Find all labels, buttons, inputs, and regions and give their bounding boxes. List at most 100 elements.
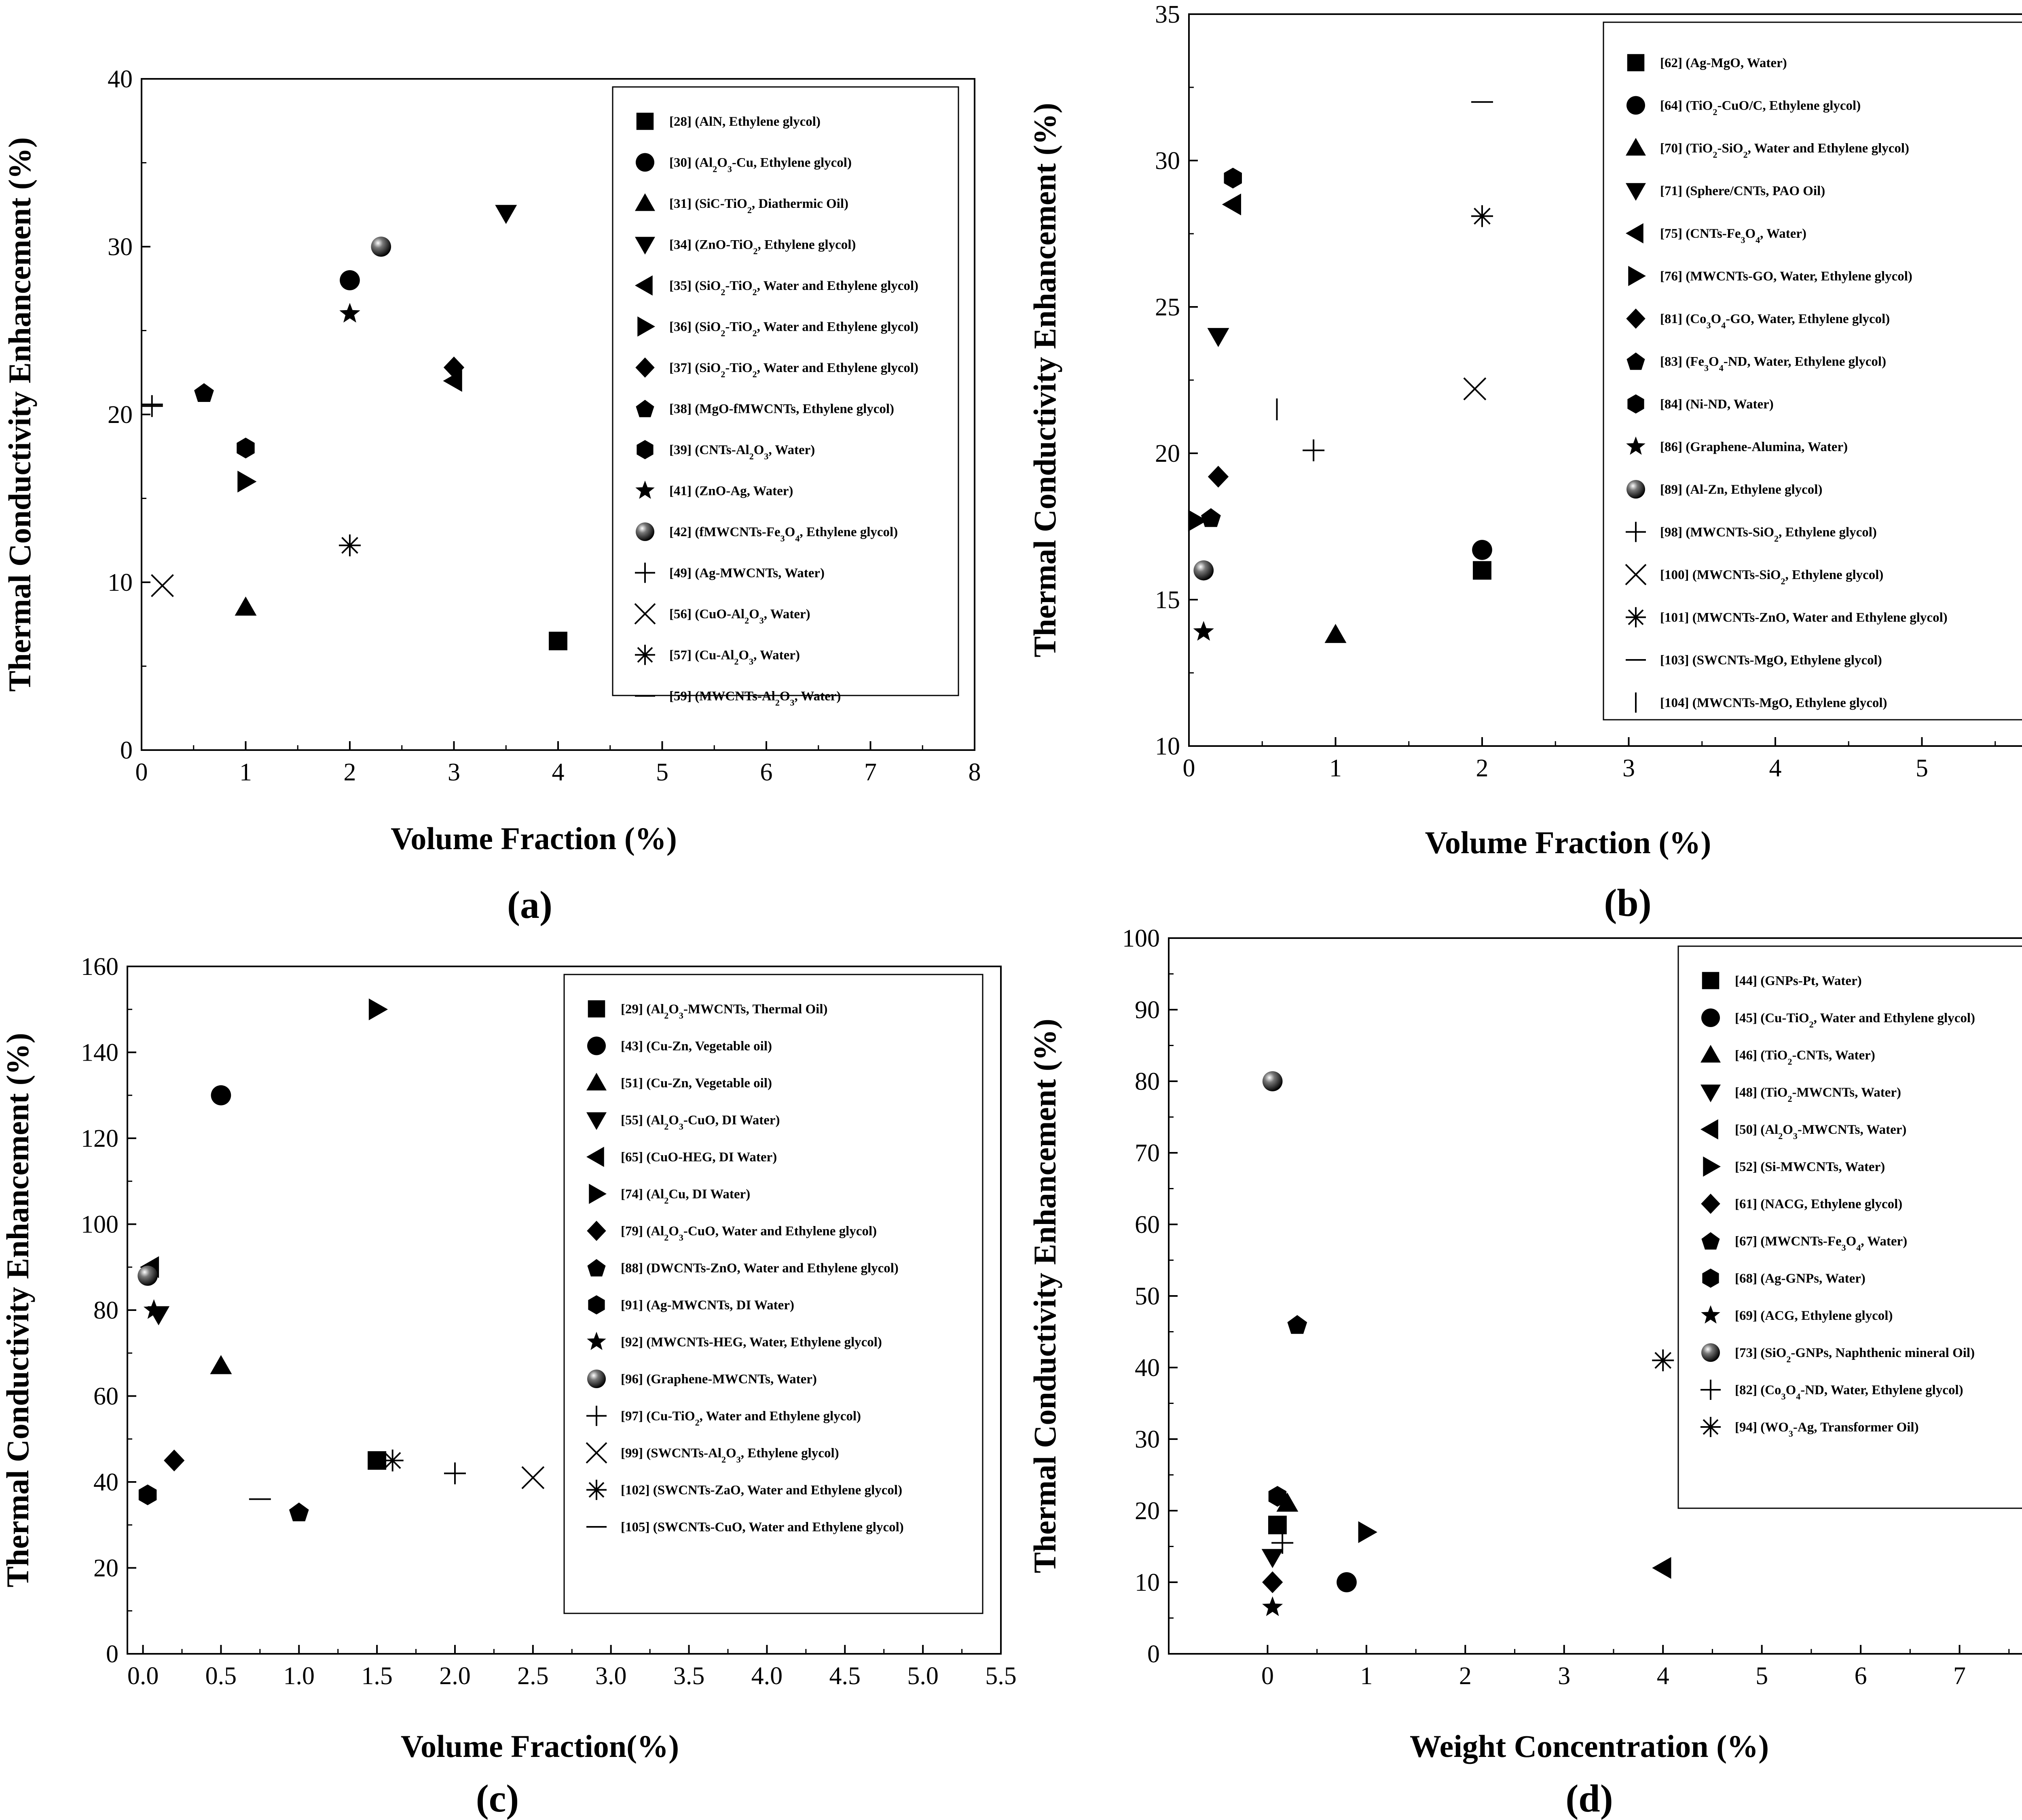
legend-entry-label: [102] (SWCNTs-ZaO, Water and Ethylene gl…: [621, 1483, 902, 1498]
x-tick-label: 3: [1558, 1662, 1570, 1690]
legend-marker-diamond: [587, 1221, 606, 1241]
data-point-x: [151, 574, 174, 597]
data-point-plus: [141, 395, 163, 417]
y-tick-label: 20: [108, 401, 133, 429]
legend-marker-plus: [635, 562, 655, 583]
x-tick-label: 6: [760, 759, 773, 786]
legend-entry-label: [94] (WO3-Ag, Transformer Oil): [1735, 1420, 1919, 1439]
data-point-sphere: [137, 1266, 158, 1286]
legend-entry-label: [36] (SiO2-TiO2, Water and Ethylene glyc…: [669, 320, 918, 338]
legend-marker-star: [1701, 1305, 1720, 1324]
y-tick-label: 30: [108, 233, 133, 261]
x-tick-label: 5.5: [985, 1662, 1017, 1690]
legend-entry-label: [41] (ZnO-Ag, Water): [669, 484, 793, 499]
data-point-pentagon: [1287, 1315, 1307, 1334]
chart-panel-b: 0123456101520253035Volume Fraction (%)Th…: [1027, 1, 2022, 924]
data-point-circle: [211, 1085, 231, 1106]
y-tick-label: 80: [1135, 1068, 1160, 1095]
data-point-hexagon: [237, 438, 255, 459]
legend-entry-label: [73] (SiO2-GNPs, Naphthenic mineral Oil): [1735, 1346, 1975, 1364]
legend-marker-triangle-left: [1626, 223, 1643, 243]
legend-entry-label: [99] (SWCNTs-Al2O3, Ethylene glycol): [621, 1446, 839, 1465]
y-tick-label: 20: [93, 1555, 118, 1582]
data-point-triangle-left: [1652, 1557, 1671, 1579]
data-point-hexagon: [138, 1484, 157, 1505]
legend-marker-plus: [1701, 1380, 1721, 1400]
legend-entry-label: [34] (ZnO-TiO2, Ethylene glycol): [669, 238, 856, 256]
x-axis-label: Volume Fraction (%): [391, 821, 677, 856]
legend-entry-label: [61] (NACG, Ethylene glycol): [1735, 1197, 1902, 1211]
legend-marker-star: [1626, 436, 1646, 455]
legend-entry-label: [29] (Al2O3-MWCNTs, Thermal Oil): [621, 1002, 827, 1021]
legend-marker-diamond: [635, 357, 655, 378]
legend-entry-label: [45] (Cu-TiO2, Water and Ethylene glycol…: [1735, 1011, 1975, 1029]
legend: [28] (AlN, Ethylene glycol) [30] (Al2O3-C…: [612, 86, 959, 708]
legend-entry-label: [69] (ACG, Ethylene glycol): [1735, 1308, 1893, 1323]
legend-entry-label: [103] (SWCNTs-MgO, Ethylene glycol): [1660, 653, 1882, 668]
legend-marker-pentagon: [587, 1259, 606, 1277]
x-tick-label: 0: [1261, 1662, 1274, 1690]
data-point-hexagon: [1224, 167, 1242, 189]
data-point-asterisk: [1652, 1349, 1674, 1372]
legend-marker-x: [1625, 564, 1647, 586]
y-tick-label: 0: [1147, 1640, 1160, 1668]
data-point-triangle-down: [495, 205, 517, 224]
legend-entry-label: [104] (MWCNTs-MgO, Ethylene glycol): [1660, 696, 1887, 710]
legend-entry-label: [65] (CuO-HEG, DI Water): [621, 1150, 777, 1165]
x-tick-label: 2: [1476, 755, 1489, 782]
legend-entry-label: [98] (MWCNTs-SiO2, Ethylene glycol): [1660, 525, 1877, 544]
data-point-pentagon: [194, 383, 214, 402]
legend-marker-square: [1627, 54, 1645, 72]
x-tick-label: 7: [864, 759, 877, 786]
x-tick-label: 4: [552, 759, 565, 786]
legend-entry-label: [88] (DWCNTs-ZnO, Water and Ethylene gly…: [621, 1261, 899, 1276]
legend-marker-pentagon: [636, 400, 654, 417]
legend-entry-label: [59] (MWCNTs-Al2O3, Water): [669, 689, 841, 708]
x-tick-label: 3: [448, 759, 460, 786]
legend-marker-square: [588, 1000, 605, 1018]
legend-entry-label: [35] (SiO2-TiO2, Water and Ethylene glyc…: [669, 279, 918, 297]
legend-entry-label: [100] (MWCNTs-SiO2, Ethylene glycol): [1660, 568, 1883, 586]
legend-entry-label: [38] (MgO-fMWCNTs, Ethylene glycol): [669, 402, 894, 416]
x-tick-label: 1.0: [283, 1662, 315, 1690]
x-tick-label: 2.5: [517, 1662, 549, 1690]
data-point-square: [1268, 1516, 1287, 1535]
legend-marker-square: [1702, 972, 1720, 989]
x-tick-label: 5: [1916, 755, 1928, 782]
x-axis-label: Weight Concentration (%): [1410, 1729, 1769, 1764]
y-tick-label: 0: [106, 1640, 118, 1668]
legend-entry-label: [39] (CNTs-Al2O3, Water): [669, 443, 815, 461]
legend-entry-label: [56] (CuO-Al2O3, Water): [669, 607, 810, 626]
data-point-x: [521, 1466, 545, 1489]
data-point-plus: [444, 1462, 466, 1484]
legend-entry-label: [81] (Co3O4-GO, Water, Ethylene glycol): [1660, 312, 1890, 330]
y-tick-label: 90: [1135, 996, 1160, 1024]
x-tick-label: 4: [1769, 755, 1782, 782]
legend-marker-triangle-left: [635, 275, 653, 296]
legend-entry-label: [105] (SWCNTs-CuO, Water and Ethylene gl…: [621, 1520, 904, 1535]
x-tick-label: 3.0: [595, 1662, 627, 1690]
x-tick-label: 2: [1459, 1662, 1472, 1690]
legend-entry-label: [57] (Cu-Al2O3, Water): [669, 648, 800, 667]
x-tick-label: 8: [969, 759, 981, 786]
legend-box: [1677, 945, 2022, 1509]
legend-entry-label: [76] (MWCNTs-GO, Water, Ethylene glycol): [1660, 269, 1912, 284]
y-tick-label: 160: [81, 953, 118, 981]
legend-marker-sphere: [1701, 1343, 1720, 1362]
legend-marker-triangle-up: [1701, 1045, 1721, 1063]
legend-entry-label: [74] (Al2Cu, DI Water): [621, 1187, 750, 1206]
x-axis-label: Volume Fraction (%): [1425, 825, 1711, 860]
legend-marker-triangle-right: [1628, 266, 1646, 286]
data-point-asterisk: [381, 1449, 404, 1471]
data-point-star: [1193, 621, 1214, 641]
legend-entry-label: [52] (Si-MWCNTs, Water): [1735, 1160, 1885, 1174]
chart-panel-a: 0 1 2 3 4 5 6 7 8 0 10 20 30 40 Volume Fraction (%) The…: [2, 66, 981, 926]
legend-box: [1603, 21, 2022, 721]
legend-entry-label: [97] (Cu-TiO2, Water and Ethylene glycol…: [621, 1409, 861, 1428]
legend-box: [563, 974, 984, 1614]
legend-entry-label: [48] (TiO2-MWCNTs, Water): [1735, 1085, 1901, 1104]
x-tick-label: 0: [1183, 755, 1195, 782]
legend-entry-label: [75] (CNTs-Fe3O4, Water): [1660, 226, 1806, 245]
legend-entry-label: [43] (Cu-Zn, Vegetable oil): [621, 1039, 772, 1054]
